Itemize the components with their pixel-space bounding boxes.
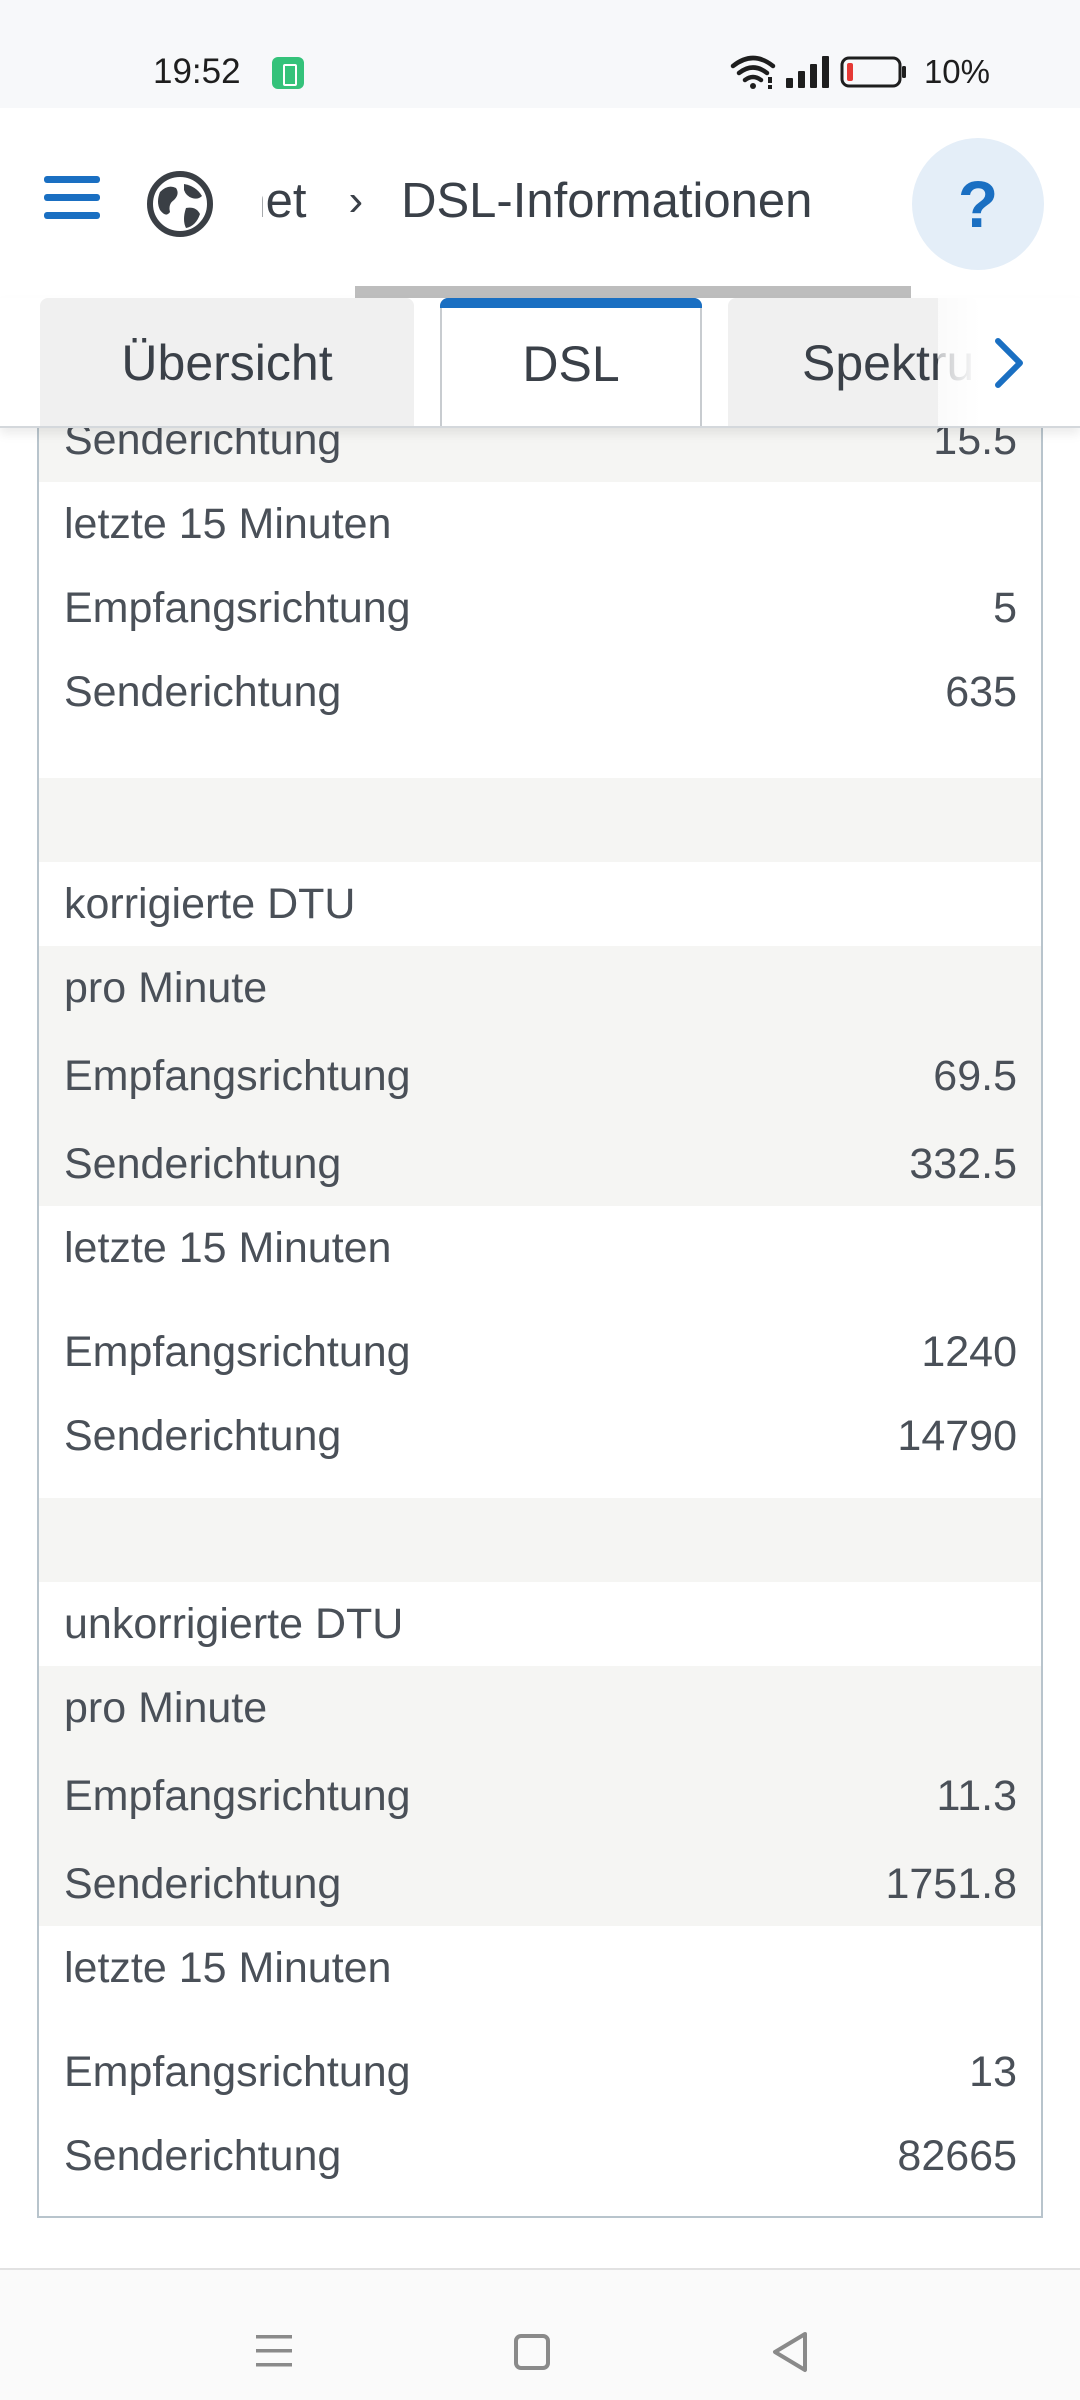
menu-icon[interactable] — [44, 176, 100, 220]
app-header: rnet › DSL-Informationen ? — [0, 108, 1080, 296]
table-row-spacer — [39, 778, 1041, 862]
row-value: 1751.8 — [885, 1859, 1017, 1908]
table-row: Senderichtung 1751.8 — [39, 1842, 1041, 1926]
row-value: 14790 — [897, 1411, 1017, 1460]
tab-scroll-right-button[interactable] — [938, 298, 1080, 426]
chevron-right-icon: › — [348, 176, 364, 225]
row-label: Senderichtung — [64, 2131, 342, 2180]
table-row: Senderichtung 332.5 — [39, 1122, 1041, 1206]
signal-icon — [785, 56, 829, 88]
breadcrumb: rnet › DSL-Informationen — [262, 166, 902, 236]
row-value: 1240 — [921, 1327, 1017, 1376]
table-row-spacer — [39, 1498, 1041, 1582]
table-row: pro Minute — [39, 946, 1041, 1030]
breadcrumb-item-dsl-informationen: DSL-Informationen — [401, 174, 813, 228]
system-nav-bar — [0, 2270, 1080, 2400]
row-label: Empfangsrichtung — [64, 2047, 411, 2096]
tab-uebersicht[interactable]: Übersicht — [40, 298, 414, 426]
row-label: Senderichtung — [64, 667, 342, 716]
wifi-icon — [730, 55, 776, 89]
tab-bar: Übersicht DSL Spektru — [0, 298, 1080, 428]
status-icons: 10% — [730, 50, 990, 94]
nav-divider — [0, 2268, 1080, 2270]
chevron-right-icon — [995, 338, 1023, 388]
row-value: 5 — [993, 583, 1017, 632]
row-label: Senderichtung — [64, 1859, 342, 1908]
row-label: unkorrigierte DTU — [64, 1599, 404, 1648]
row-label: korrigierte DTU — [64, 879, 356, 928]
table-row: pro Minute — [39, 1666, 1041, 1750]
row-label: Empfangsrichtung — [64, 583, 411, 632]
table-row: Senderichtung 14790 — [39, 1394, 1041, 1478]
tab-scroll-indicator — [355, 286, 911, 298]
row-label: Senderichtung — [64, 1411, 342, 1460]
table-row-section-heading: korrigierte DTU — [39, 862, 1041, 946]
row-label: letzte 15 Minuten — [64, 1223, 392, 1272]
recent-apps-icon[interactable] — [254, 2332, 294, 2370]
table-row: letzte 15 Minuten — [39, 1926, 1041, 2010]
table-row: Senderichtung 15.5 — [39, 428, 1041, 482]
row-value: 13 — [969, 2047, 1017, 2096]
row-label: pro Minute — [64, 1683, 268, 1732]
row-label: Empfangsrichtung — [64, 1327, 411, 1376]
status-bar: 19:52 10% — [0, 0, 1080, 108]
row-label: Empfangsrichtung — [64, 1771, 411, 1820]
table-row-section-heading: unkorrigierte DTU — [39, 1582, 1041, 1666]
row-value: 635 — [945, 667, 1017, 716]
table-row: Empfangsrichtung 69.5 — [39, 1030, 1041, 1122]
row-label: letzte 15 Minuten — [64, 1943, 392, 1992]
table-row: Empfangsrichtung 11.3 — [39, 1750, 1041, 1842]
table-row: Senderichtung 82665 — [39, 2114, 1041, 2198]
table-row: Empfangsrichtung 1240 — [39, 1310, 1041, 1394]
battery-saver-icon — [272, 57, 304, 89]
row-value: 11.3 — [936, 1771, 1018, 1820]
table-row: Senderichtung 635 — [39, 650, 1041, 734]
table-row: Empfangsrichtung 13 — [39, 2030, 1041, 2114]
table-row: Empfangsrichtung 5 — [39, 566, 1041, 650]
row-label: Empfangsrichtung — [64, 1051, 411, 1100]
row-label: Senderichtung — [64, 1139, 342, 1188]
tab-dsl[interactable]: DSL — [440, 298, 702, 426]
row-label: letzte 15 Minuten — [64, 499, 392, 548]
battery-percent: 10% — [923, 53, 990, 90]
row-value: 69.5 — [933, 1051, 1017, 1100]
back-icon[interactable] — [770, 2330, 810, 2374]
battery-icon — [840, 56, 906, 88]
status-time: 19:52 — [153, 52, 241, 91]
row-value: 332.5 — [909, 1139, 1017, 1188]
home-icon[interactable] — [514, 2334, 550, 2370]
help-button[interactable]: ? — [912, 138, 1044, 270]
globe-icon[interactable] — [146, 170, 214, 238]
table-row: letzte 15 Minuten — [39, 1206, 1041, 1290]
breadcrumb-item-internet[interactable]: rnet — [262, 174, 307, 228]
row-label: pro Minute — [64, 963, 268, 1012]
table-row: letzte 15 Minuten — [39, 482, 1041, 566]
row-label: Senderichtung — [64, 428, 342, 464]
row-value: 15.5 — [933, 428, 1017, 464]
row-value: 82665 — [897, 2131, 1017, 2180]
dsl-stats-table: Senderichtung 15.5 letzte 15 Minuten Emp… — [37, 428, 1043, 2218]
